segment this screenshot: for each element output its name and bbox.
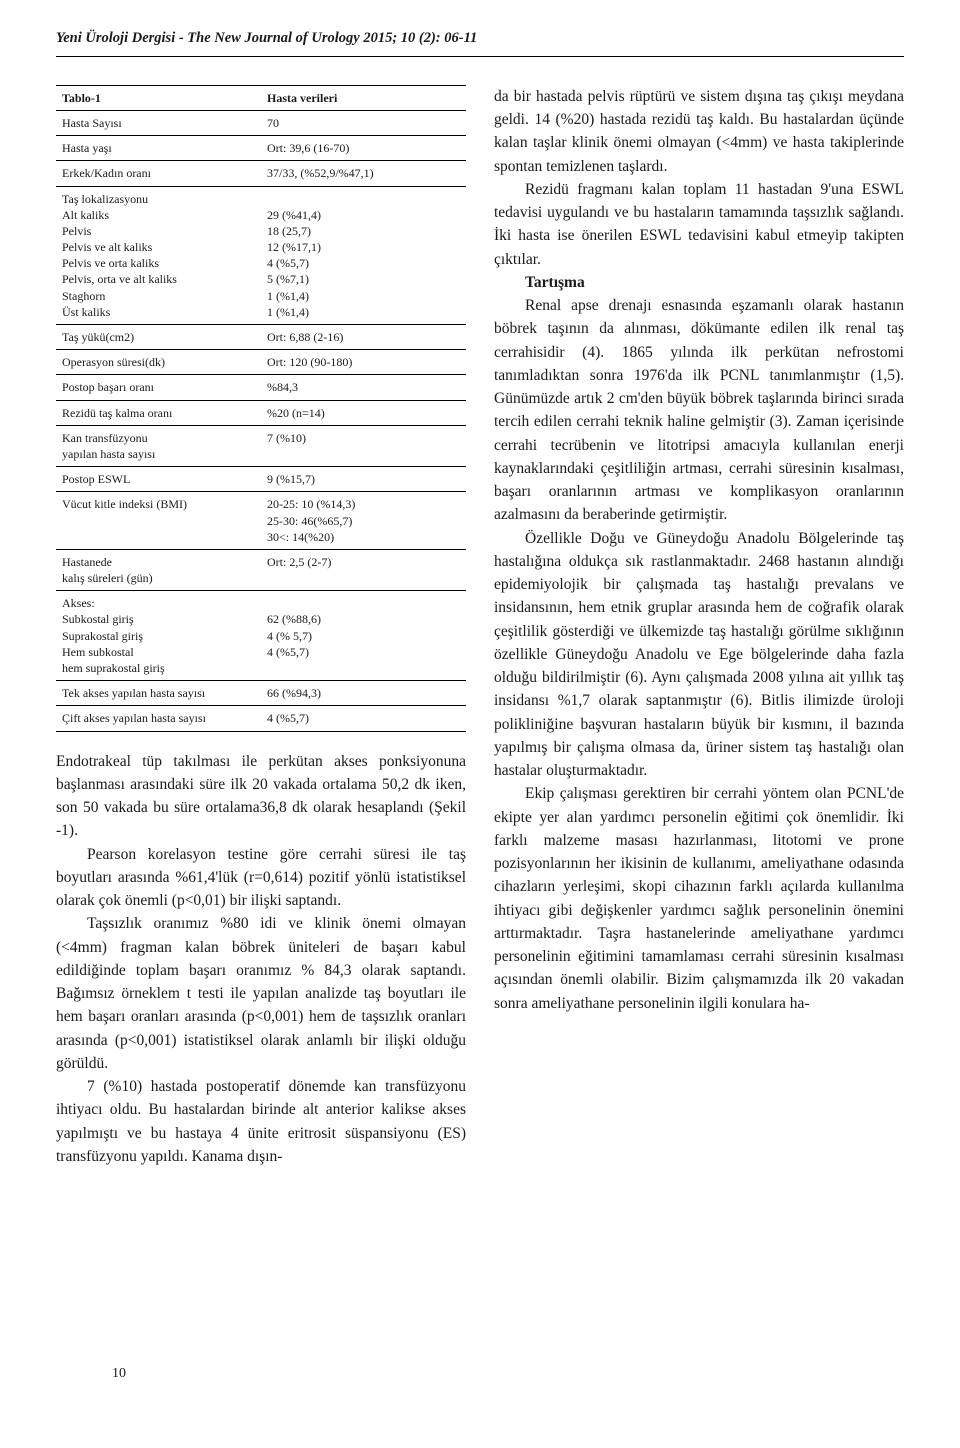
- body-paragraph: Renal apse drenajı esnasında eşzamanlı o…: [494, 294, 904, 527]
- table-cell-label: Çift akses yapılan hasta sayısı: [56, 706, 261, 731]
- table-cell-value: 62 (%88,6) 4 (% 5,7) 4 (%5,7): [261, 591, 466, 681]
- table-cell-label: Hastanede kalış süreleri (gün): [56, 549, 261, 590]
- table-row: Operasyon süresi(dk)Ort: 120 (90-180): [56, 350, 466, 375]
- table-row: Vücut kitle indeksi (BMI)20-25: 10 (%14,…: [56, 492, 466, 550]
- table-cell-value: 9 (%15,7): [261, 467, 466, 492]
- table-cell-label: Postop başarı oranı: [56, 375, 261, 400]
- body-paragraph: Endotrakeal tüp takılması ile perkütan a…: [56, 750, 466, 843]
- table-cell-value: Ort: 2,5 (2-7): [261, 549, 466, 590]
- body-paragraph: Ekip çalışması gerektiren bir cerrahi yö…: [494, 782, 904, 1015]
- table-cell-value: 4 (%5,7): [261, 706, 466, 731]
- table-cell-label: Tek akses yapılan hasta sayısı: [56, 681, 261, 706]
- section-heading: Tartışma: [494, 271, 904, 294]
- table-cell-value: %84,3: [261, 375, 466, 400]
- table-header-left: Tablo-1: [56, 85, 261, 110]
- page-columns: Tablo-1 Hasta verileri Hasta Sayısı70Has…: [56, 85, 904, 1168]
- journal-title: Yeni Üroloji Dergisi - The New Journal o…: [56, 28, 904, 57]
- left-body-text: Endotrakeal tüp takılması ile perkütan a…: [56, 750, 466, 1169]
- table-row: Taş lokalizasyonu Alt kaliks Pelvis Pelv…: [56, 186, 466, 325]
- body-paragraph: 7 (%10) hastada postoperatif dönemde kan…: [56, 1075, 466, 1168]
- table-cell-label: Hasta Sayısı: [56, 110, 261, 135]
- left-column: Tablo-1 Hasta verileri Hasta Sayısı70Has…: [56, 85, 466, 1168]
- table-row: Kan transfüzyonu yapılan hasta sayısı7 (…: [56, 425, 466, 466]
- table-cell-value: 66 (%94,3): [261, 681, 466, 706]
- table-row: Taş yükü(cm2)Ort: 6,88 (2-16): [56, 325, 466, 350]
- table-cell-label: Hasta yaşı: [56, 136, 261, 161]
- table-cell-label: Vücut kitle indeksi (BMI): [56, 492, 261, 550]
- table-cell-value: 7 (%10): [261, 425, 466, 466]
- table-header-right: Hasta verileri: [261, 85, 466, 110]
- body-paragraph: Pearson korelasyon testine göre cerrahi …: [56, 843, 466, 913]
- table-cell-label: Kan transfüzyonu yapılan hasta sayısı: [56, 425, 261, 466]
- table-row: Rezidü taş kalma oranı%20 (n=14): [56, 400, 466, 425]
- table-row: Akses: Subkostal giriş Suprakostal giriş…: [56, 591, 466, 681]
- body-paragraph: Özellikle Doğu ve Güneydoğu Anadolu Bölg…: [494, 527, 904, 783]
- table-cell-value: Ort: 6,88 (2-16): [261, 325, 466, 350]
- right-body-text: da bir hastada pelvis rüptürü ve sistem …: [494, 85, 904, 1015]
- table-row: Postop başarı oranı%84,3: [56, 375, 466, 400]
- table-row: Hastanede kalış süreleri (gün)Ort: 2,5 (…: [56, 549, 466, 590]
- table-cell-label: Erkek/Kadın oranı: [56, 161, 261, 186]
- body-paragraph: Rezidü fragmanı kalan toplam 11 hastadan…: [494, 178, 904, 271]
- table-row: Hasta Sayısı70: [56, 110, 466, 135]
- right-column: da bir hastada pelvis rüptürü ve sistem …: [494, 85, 904, 1168]
- table-cell-label: Taş yükü(cm2): [56, 325, 261, 350]
- data-table: Tablo-1 Hasta verileri Hasta Sayısı70Has…: [56, 85, 466, 732]
- table-cell-value: 37/33, (%52,9/%47,1): [261, 161, 466, 186]
- table-cell-label: Taş lokalizasyonu Alt kaliks Pelvis Pelv…: [56, 186, 261, 325]
- table-cell-value: 29 (%41,4) 18 (25,7) 12 (%17,1) 4 (%5,7)…: [261, 186, 466, 325]
- table-row: Tek akses yapılan hasta sayısı66 (%94,3): [56, 681, 466, 706]
- table-cell-label: Rezidü taş kalma oranı: [56, 400, 261, 425]
- table-row: Çift akses yapılan hasta sayısı4 (%5,7): [56, 706, 466, 731]
- table-cell-label: Operasyon süresi(dk): [56, 350, 261, 375]
- table-cell-value: %20 (n=14): [261, 400, 466, 425]
- table-row: Erkek/Kadın oranı37/33, (%52,9/%47,1): [56, 161, 466, 186]
- table-cell-label: Postop ESWL: [56, 467, 261, 492]
- table-cell-value: Ort: 39,6 (16-70): [261, 136, 466, 161]
- body-paragraph: da bir hastada pelvis rüptürü ve sistem …: [494, 85, 904, 178]
- table-cell-value: 20-25: 10 (%14,3) 25-30: 46(%65,7) 30<: …: [261, 492, 466, 550]
- table-cell-value: Ort: 120 (90-180): [261, 350, 466, 375]
- table-row: Hasta yaşıOrt: 39,6 (16-70): [56, 136, 466, 161]
- table-row: Postop ESWL9 (%15,7): [56, 467, 466, 492]
- table-cell-value: 70: [261, 110, 466, 135]
- table-cell-label: Akses: Subkostal giriş Suprakostal giriş…: [56, 591, 261, 681]
- page-number: 10: [112, 1363, 126, 1384]
- body-paragraph: Taşsızlık oranımız %80 idi ve klinik öne…: [56, 912, 466, 1075]
